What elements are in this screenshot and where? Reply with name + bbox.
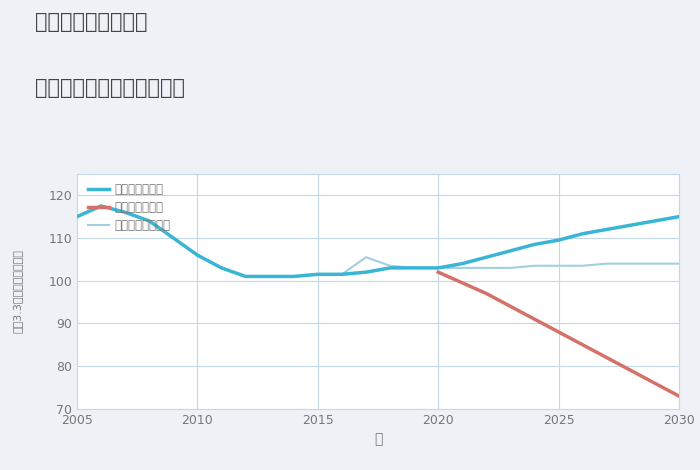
バッドシナリオ bbox=[482, 291, 491, 297]
ノーマルシナリオ bbox=[458, 265, 466, 271]
Legend: グッドシナリオ, バッドシナリオ, ノーマルシナリオ: グッドシナリオ, バッドシナリオ, ノーマルシナリオ bbox=[83, 179, 176, 236]
ノーマルシナリオ bbox=[169, 235, 178, 241]
ノーマルシナリオ bbox=[554, 263, 563, 268]
ノーマルシナリオ bbox=[97, 203, 105, 209]
バッドシナリオ bbox=[675, 393, 683, 399]
グッドシナリオ bbox=[603, 227, 611, 232]
グッドシナリオ bbox=[482, 254, 491, 260]
グッドシナリオ bbox=[97, 203, 105, 209]
グッドシナリオ bbox=[217, 265, 225, 271]
グッドシナリオ bbox=[337, 272, 346, 277]
Text: 三重県桑名市小泉の: 三重県桑名市小泉の bbox=[35, 12, 148, 32]
ノーマルシナリオ bbox=[531, 263, 539, 268]
Text: 中古マンションの価格推移: 中古マンションの価格推移 bbox=[35, 78, 185, 98]
グッドシナリオ bbox=[121, 210, 130, 215]
グッドシナリオ bbox=[434, 265, 442, 271]
ノーマルシナリオ bbox=[675, 261, 683, 266]
バッドシナリオ bbox=[554, 329, 563, 335]
グッドシナリオ bbox=[675, 214, 683, 219]
グッドシナリオ bbox=[193, 252, 202, 258]
ノーマルシナリオ bbox=[290, 274, 298, 279]
バッドシナリオ bbox=[506, 304, 514, 309]
ノーマルシナリオ bbox=[603, 261, 611, 266]
ノーマルシナリオ bbox=[626, 261, 635, 266]
バッドシナリオ bbox=[651, 380, 659, 386]
ノーマルシナリオ bbox=[506, 265, 514, 271]
バッドシナリオ bbox=[578, 342, 587, 348]
ノーマルシナリオ bbox=[482, 265, 491, 271]
ノーマルシナリオ bbox=[386, 263, 394, 268]
グッドシナリオ bbox=[290, 274, 298, 279]
バッドシナリオ bbox=[434, 269, 442, 275]
ノーマルシナリオ bbox=[217, 265, 225, 271]
Text: 平（3.3㎡）単価（万円）: 平（3.3㎡）単価（万円） bbox=[13, 250, 22, 333]
ノーマルシナリオ bbox=[651, 261, 659, 266]
ノーマルシナリオ bbox=[73, 214, 81, 219]
グッドシナリオ bbox=[651, 218, 659, 224]
グッドシナリオ bbox=[554, 237, 563, 243]
グッドシナリオ bbox=[145, 218, 153, 224]
ノーマルシナリオ bbox=[434, 265, 442, 271]
バッドシナリオ bbox=[626, 368, 635, 373]
ノーマルシナリオ bbox=[193, 252, 202, 258]
Line: ノーマルシナリオ: ノーマルシナリオ bbox=[77, 206, 679, 276]
バッドシナリオ bbox=[458, 280, 466, 286]
グッドシナリオ bbox=[578, 231, 587, 236]
グッドシナリオ bbox=[626, 222, 635, 228]
グッドシナリオ bbox=[314, 272, 322, 277]
Line: バッドシナリオ: バッドシナリオ bbox=[438, 272, 679, 396]
ノーマルシナリオ bbox=[314, 272, 322, 277]
ノーマルシナリオ bbox=[578, 263, 587, 268]
グッドシナリオ bbox=[458, 261, 466, 266]
グッドシナリオ bbox=[265, 274, 274, 279]
ノーマルシナリオ bbox=[410, 265, 419, 271]
ノーマルシナリオ bbox=[362, 254, 370, 260]
ノーマルシナリオ bbox=[121, 210, 130, 215]
グッドシナリオ bbox=[241, 274, 250, 279]
グッドシナリオ bbox=[169, 235, 178, 241]
Line: グッドシナリオ: グッドシナリオ bbox=[77, 206, 679, 276]
グッドシナリオ bbox=[531, 242, 539, 247]
バッドシナリオ bbox=[603, 355, 611, 360]
グッドシナリオ bbox=[506, 248, 514, 254]
X-axis label: 年: 年 bbox=[374, 432, 382, 446]
バッドシナリオ bbox=[531, 316, 539, 322]
グッドシナリオ bbox=[386, 265, 394, 271]
ノーマルシナリオ bbox=[265, 274, 274, 279]
ノーマルシナリオ bbox=[145, 218, 153, 224]
グッドシナリオ bbox=[362, 269, 370, 275]
グッドシナリオ bbox=[73, 214, 81, 219]
ノーマルシナリオ bbox=[241, 274, 250, 279]
ノーマルシナリオ bbox=[337, 272, 346, 277]
グッドシナリオ bbox=[410, 265, 419, 271]
